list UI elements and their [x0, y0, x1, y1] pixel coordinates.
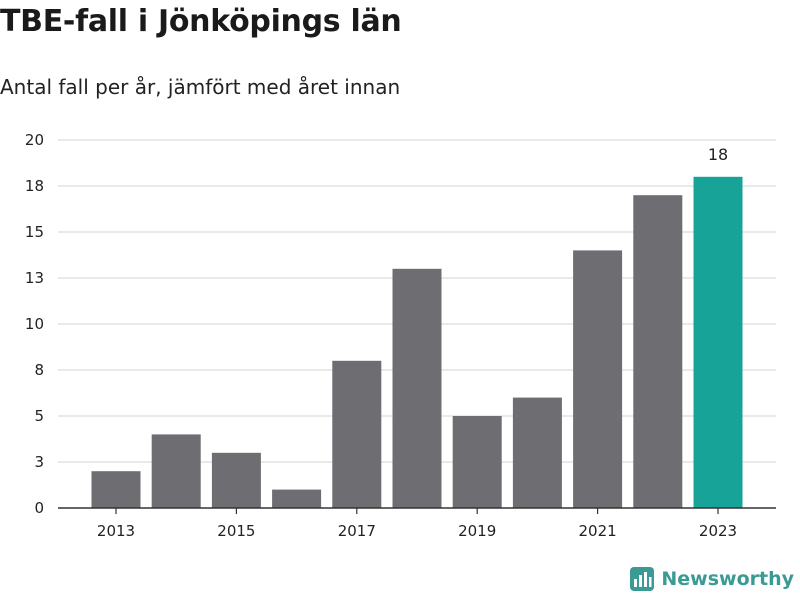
bar-2020 — [512, 397, 562, 508]
bar-2022 — [633, 195, 683, 508]
bar-2017 — [332, 360, 382, 508]
x-tick-label: 2021 — [579, 522, 617, 540]
y-tick-label: 10 — [25, 315, 44, 333]
y-tick-label: 0 — [34, 499, 44, 517]
brand-name: Newsworthy — [661, 568, 794, 590]
x-tick-label: 2015 — [217, 522, 255, 540]
x-tick-label: 2019 — [458, 522, 496, 540]
y-tick-label: 5 — [34, 407, 44, 425]
x-tick-label: 2017 — [338, 522, 376, 540]
bar-2015 — [211, 452, 261, 508]
y-tick-label: 3 — [34, 453, 44, 471]
bar-2018 — [392, 268, 442, 508]
y-tick-label: 18 — [25, 177, 44, 195]
newsworthy-logo-icon — [630, 567, 655, 591]
bar-2021 — [573, 250, 623, 508]
chart-subtitle: Antal fall per år, jämfört med året inna… — [0, 75, 401, 99]
bar-2019 — [452, 416, 502, 508]
bar-2014 — [151, 434, 201, 508]
x-tick-label: 2013 — [97, 522, 135, 540]
y-tick-label: 8 — [34, 361, 44, 379]
data-label: 18 — [708, 145, 728, 164]
bar-2023 — [693, 176, 743, 509]
y-tick-label: 15 — [25, 223, 44, 241]
bar-chart: 0 3 5 8 10 13 15 18 20 2013 2015 2017 2019 2021 2023 18 — [25, 131, 776, 540]
x-tick-label: 2023 — [699, 522, 737, 540]
bar-2016 — [272, 489, 322, 508]
y-tick-label: 13 — [25, 269, 44, 287]
chart-title: TBE-fall i Jönköpings län — [0, 4, 402, 39]
brand-logo: Newsworthy — [629, 566, 794, 592]
y-tick-label: 20 — [25, 131, 44, 149]
bar-2013 — [91, 471, 141, 508]
